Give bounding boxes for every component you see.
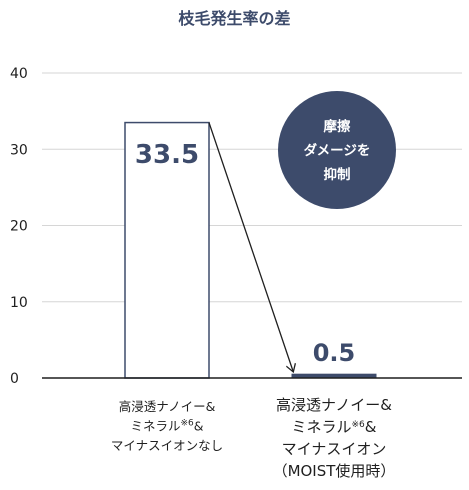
category-label-line: マイナスイオン [282, 440, 387, 458]
annotation-circle [278, 91, 396, 209]
category-label-line: ミネラル※6& [130, 419, 203, 434]
category-label-line: （MOIST使用時） [273, 462, 396, 480]
annotation-text-line: 抑制 [324, 166, 351, 183]
value-label: 0.5 [313, 339, 356, 367]
y-tick-label: 40 [10, 66, 28, 82]
y-axis-ticks: 0 10 20 30 40 [10, 66, 28, 387]
y-tick-label: 30 [10, 142, 28, 158]
chart-title: 枝毛発生率の差 [177, 9, 290, 28]
category-label-line: 高浸透ナノイー& [119, 399, 216, 414]
bar [124, 121, 210, 379]
gridlines [42, 72, 462, 303]
category-labels: 高浸透ナノイー&ミネラル※6&マイナスイオンなし高浸透ナノイー&ミネラル※6&マ… [111, 396, 396, 480]
annotation-text-line: ダメージを [304, 142, 371, 159]
category-label-line: ミネラル※6& [292, 418, 377, 436]
down-arrow [208, 122, 293, 371]
y-tick-label: 10 [10, 295, 28, 311]
value-label: 33.5 [135, 140, 199, 170]
annotation-text-line: 摩擦 [324, 118, 351, 135]
y-tick-label: 0 [10, 371, 19, 387]
category-label-line: 高浸透ナノイー& [276, 396, 392, 414]
bars [124, 121, 377, 379]
value-labels: 33.5 0.5 [135, 140, 355, 367]
arrow-annotation [208, 122, 293, 371]
category-label-line: マイナスイオンなし [111, 438, 223, 453]
y-tick-label: 20 [10, 219, 28, 235]
